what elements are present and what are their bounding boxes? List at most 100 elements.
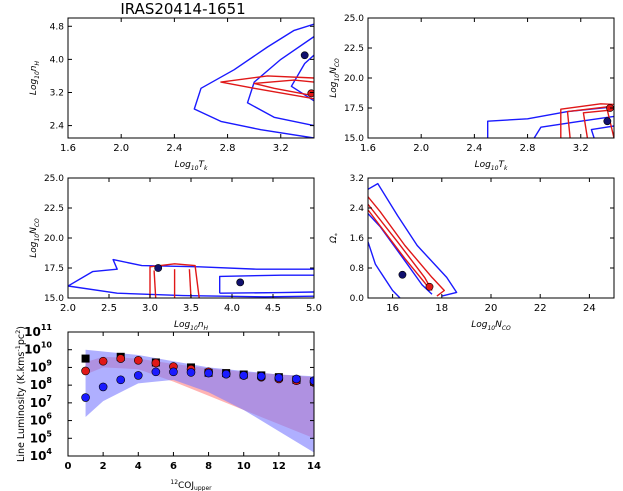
x-tick-label: 4 [135,461,142,472]
y-tick-label: 1010 [24,341,52,357]
blue-model-marker [116,375,126,385]
red-contour-3 [368,196,445,297]
blue-best-fit-point [236,278,245,287]
y-axis-label: Ω* [329,233,341,244]
y-tick-label: 22.5 [44,204,64,214]
x-tick-label: 3.2 [573,143,589,154]
x-tick-label: 20 [485,303,498,314]
red-contour-4 [149,263,200,298]
blue-contour-1 [368,182,458,297]
y-tick-label: 0.0 [350,294,365,304]
x-tick-label: 2.0 [60,303,76,314]
x-tick-label: 10 [237,461,251,472]
x-tick-label: 2.8 [520,143,536,154]
x-axis-label: Log10Tk [175,160,208,172]
red-model-marker [98,356,108,366]
plot-frame [367,177,615,299]
red-contour-5 [368,209,431,290]
x-tick-label: 3.5 [183,303,199,314]
blue-model-marker [169,367,178,377]
y-tick-label: 15.0 [344,134,364,144]
blue-model-marker [133,371,143,380]
y-tick-label: 0.8 [350,264,365,274]
x-tick-label: 2.8 [220,143,236,154]
blue-model-marker [256,371,266,381]
x-tick-label: 14 [307,461,321,472]
y-axis-label: Line Luminosity (K.kms-1pc2) [14,326,27,462]
y-tick-label: 20.0 [44,234,64,244]
x-tick-label: 2.0 [113,143,129,154]
x-tick-label: 1.6 [60,143,76,154]
blue-model-marker [98,382,108,392]
blue-contour-1 [68,285,314,298]
y-tick-label: 1011 [24,323,52,339]
plot-frame [67,177,315,299]
plot-area [193,23,314,138]
red-contour-5 [153,270,157,298]
x-tick-label: 3.2 [273,143,289,154]
x-tick-label: 18 [435,303,448,314]
red-model-marker [151,358,161,368]
y-tick-label: 15.0 [44,294,64,304]
y-axis-label: Log10NCO [29,218,41,258]
blue-model-marker [309,376,314,386]
blue-contour-0 [68,258,314,287]
x-tick-label: 2.4 [166,143,182,154]
observed-marker [81,354,90,363]
red-contour-4 [566,106,608,138]
blue-best-fit-point [300,51,309,60]
red-contour-4 [253,79,314,97]
y-tick-label: 107 [30,394,52,410]
red-model-marker [81,366,90,376]
blue-contour-2 [368,213,433,295]
x-tick-label: 16 [386,303,399,314]
blue-model-marker [81,393,90,402]
x-axis-label: 12COJupper [170,479,212,491]
chart-p1: 1.6 2.0 2.4 2.8 3.2 2.4 3.2 4.0 4.8 Log10Tk Log10n… [29,17,315,172]
y-tick-label: 25.0 [344,14,364,24]
y-tick-label: 3.2 [350,174,364,184]
y-tick-label: 106 [30,412,53,428]
x-tick-label: 1.6 [360,143,376,154]
y-tick-label: 25.0 [44,174,64,184]
y-tick-label: 3.2 [50,88,64,98]
plot-frame [67,331,315,457]
red-best-fit-point [425,282,434,291]
blue-contour-3 [219,291,314,294]
x-axis-label: Log10NCO [471,320,511,332]
red-contour-7 [188,269,192,298]
x-tick-label: 6 [170,461,177,472]
blue-best-fit-point [398,270,407,279]
plot-frame [67,17,315,139]
y-tick-label: 4.8 [50,22,65,32]
y-axis-label: Log10nH [29,60,41,95]
blue-model-marker [292,374,301,384]
blue-model-marker [204,368,213,378]
red-model-marker [133,356,143,365]
blue-best-fit-point [154,264,163,272]
y-axis-label: Log10NCO [329,58,341,98]
y-tick-label: 17.5 [44,264,64,274]
red-model-marker [116,354,126,363]
blue-model-marker [239,371,249,380]
y-tick-label: 1.6 [350,234,365,244]
blue-model-marker [274,373,284,383]
x-tick-label: 5.0 [306,303,322,314]
x-tick-label: 2.0 [413,143,429,154]
plot-area [68,258,314,298]
chart-p4: 16 18 20 22 24 0.0 0.8 1.6 2.4 3.2 Log10NCO Ω* [329,174,615,332]
red-best-fit-point [307,89,314,98]
blue-contour-1 [246,36,314,127]
blue-model-marker [186,368,196,377]
x-tick-label: 24 [583,303,596,314]
blue-contour-0 [193,23,314,138]
blue-best-fit-point [603,117,612,126]
plot-frame [367,17,615,139]
x-tick-label: 4.0 [224,303,240,314]
y-tick-label: 104 [30,447,53,463]
y-tick-label: 4.0 [50,55,65,65]
blue-band-area [85,349,314,453]
blue-contour-0 [368,241,401,298]
